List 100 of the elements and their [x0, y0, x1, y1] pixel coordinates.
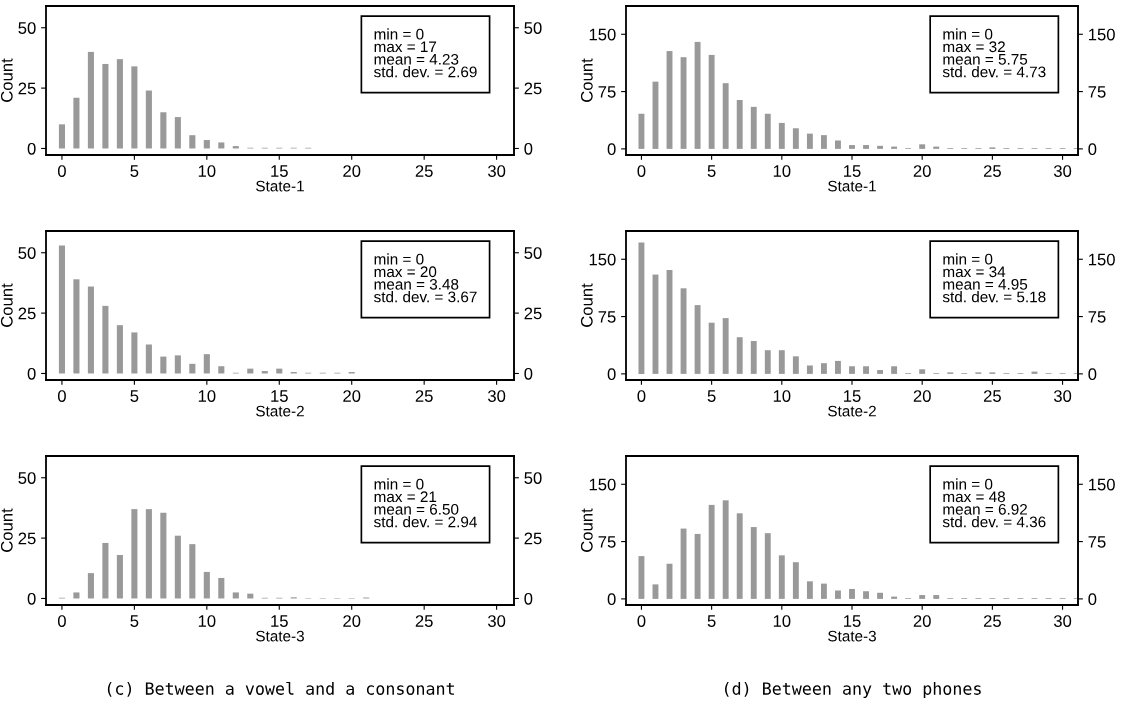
bar — [232, 592, 239, 599]
x-tick-label: 10 — [198, 615, 216, 627]
bar — [736, 337, 743, 374]
bar — [919, 595, 926, 599]
annotation: min = 0 max = 20 mean = 3.48 std. dev. = 3.67 — [374, 253, 477, 303]
y2-tick-label: 0 — [524, 142, 533, 155]
bar — [778, 555, 785, 599]
bar — [722, 318, 729, 374]
y2-tick-label: 0 — [524, 367, 533, 380]
annotation: min = 0 max = 48 mean = 6.92 std. dev. = 4.36 — [942, 478, 1046, 528]
bar — [736, 513, 743, 599]
x-tick-label: 0 — [637, 615, 646, 627]
bar — [849, 145, 855, 149]
bar — [863, 366, 869, 374]
x-tick-label: 10 — [773, 390, 791, 402]
bar — [638, 242, 645, 374]
y-tick-label: 75 — [598, 536, 616, 548]
x-tick-label: 0 — [57, 390, 66, 402]
bar — [638, 113, 645, 149]
bar — [792, 128, 799, 149]
bar — [919, 144, 926, 149]
bar — [835, 140, 841, 149]
bar — [863, 145, 869, 149]
bar — [877, 145, 884, 149]
x-tick-label: 5 — [707, 165, 716, 177]
bar — [877, 370, 884, 374]
bar — [722, 500, 729, 599]
x-tick-label: 30 — [487, 615, 506, 627]
annotation: min = 0 max = 21 mean = 6.50 std. dev. = 2.94 — [374, 478, 477, 528]
y-axis-title: Count — [580, 283, 593, 327]
y-tick-label: 0 — [607, 143, 616, 156]
x-tick-label: 5 — [707, 615, 716, 627]
bar — [203, 140, 210, 149]
x-tick-label: 25 — [415, 615, 433, 627]
y-tick-label: 150 — [589, 478, 616, 491]
bar — [73, 97, 80, 149]
bar — [218, 366, 225, 374]
bar — [189, 135, 196, 149]
bar — [160, 356, 167, 374]
x-tick-label: 0 — [637, 165, 646, 177]
bar — [116, 59, 123, 149]
x-tick-label: 0 — [57, 615, 66, 627]
bar — [820, 135, 827, 149]
y-tick-label: 25 — [18, 82, 36, 95]
bar — [891, 366, 898, 374]
x-tick-label: 10 — [773, 615, 791, 627]
y-axis-title: Count — [0, 58, 13, 102]
x-tick-label: 15 — [271, 390, 288, 402]
y-axis-title: Count — [0, 508, 13, 552]
bar — [102, 305, 109, 374]
bar — [764, 350, 771, 374]
x-axis-title: State-1 — [828, 180, 876, 192]
y2-tick-label: 50 — [524, 247, 542, 259]
y-tick-label: 50 — [18, 22, 36, 34]
x-tick-label: 25 — [983, 390, 1001, 402]
x-axis-title: State-2 — [828, 405, 876, 417]
bar — [58, 124, 65, 149]
bar — [680, 57, 687, 149]
bar — [58, 245, 65, 374]
bar — [694, 533, 701, 599]
bar — [174, 355, 181, 374]
annotation: min = 0 max = 32 mean = 5.75 std. dev. = 4.73 — [942, 28, 1046, 78]
x-tick-label: 30 — [487, 165, 506, 177]
bar — [694, 305, 701, 374]
bar — [722, 83, 729, 149]
bar — [189, 544, 196, 599]
bar — [73, 592, 80, 599]
y-tick-label: 75 — [598, 311, 616, 323]
y-tick-label: 50 — [18, 472, 36, 484]
bar — [750, 527, 757, 599]
y-tick-label: 150 — [589, 28, 616, 41]
x-tick-label: 0 — [637, 390, 646, 402]
y-tick-label: 0 — [27, 592, 36, 605]
bar — [835, 360, 841, 374]
x-axis-title: State-3 — [256, 630, 304, 642]
x-tick-label: 10 — [198, 390, 216, 402]
bar — [218, 142, 225, 149]
bar — [806, 133, 813, 149]
bar — [189, 363, 196, 374]
y2-tick-label: 0 — [1088, 368, 1097, 381]
bar — [116, 325, 123, 374]
bar — [792, 562, 799, 599]
x-tick-label: 15 — [271, 165, 288, 177]
y-tick-label: 150 — [589, 253, 616, 266]
bar — [145, 344, 152, 374]
x-tick-label: 20 — [343, 615, 361, 627]
y-axis-title: Count — [580, 508, 593, 552]
bar — [764, 533, 771, 599]
bar — [849, 588, 855, 599]
bar — [102, 63, 109, 149]
x-tick-label: 20 — [343, 165, 361, 177]
bar — [877, 592, 884, 599]
bar — [160, 512, 167, 599]
bar — [87, 573, 94, 599]
y2-tick-label: 75 — [1088, 536, 1106, 548]
text: (d) Between any two phones — [725, 681, 981, 699]
x-tick-label: 25 — [983, 615, 1001, 627]
y2-tick-label: 0 — [1088, 593, 1097, 606]
bar — [102, 542, 109, 599]
bar — [750, 341, 757, 374]
